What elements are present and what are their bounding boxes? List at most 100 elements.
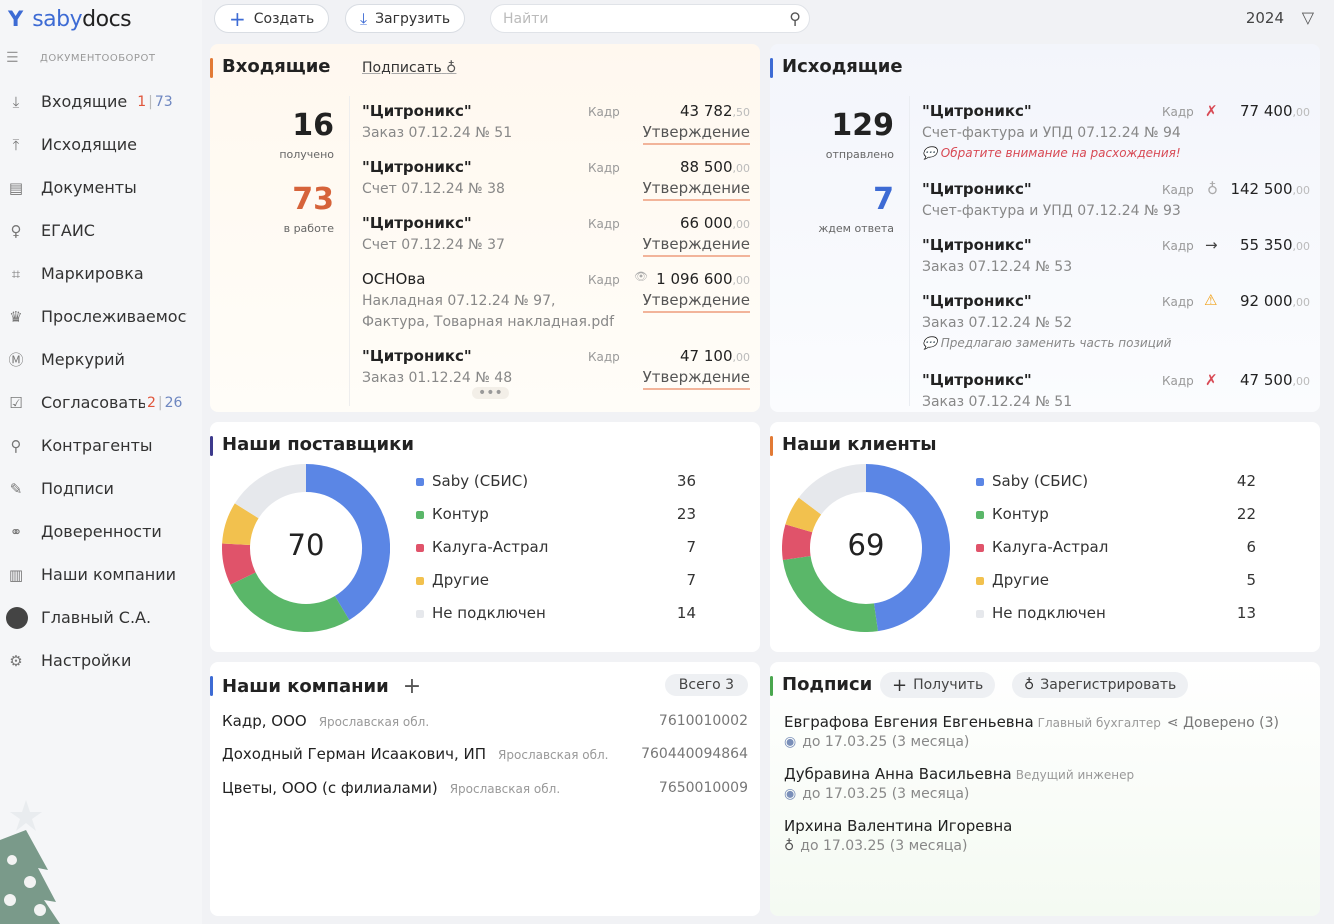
- signature-row[interactable]: Дубравина Анна Васильевна Ведущий инженер…: [784, 765, 1135, 802]
- outgoing-title[interactable]: Исходящие: [770, 56, 903, 78]
- companies-card: Наши компании + Всего 3 Кадр, ООО Ярославс…: [210, 662, 760, 916]
- suppliers-total: 70: [287, 528, 325, 562]
- legend-item[interactable]: Контур 23: [416, 505, 696, 525]
- upload-button[interactable]: ⤓ Загрузить: [345, 4, 466, 33]
- outgoing-row[interactable]: "Цитроникс" Счет-фактура и УПД 07.12.24 …: [922, 180, 1310, 219]
- suppliers-card: Наши поставщики 70 Saby (СБИС) 36 Контур 2…: [210, 422, 760, 652]
- outgoing-row[interactable]: "Цитроникс" Заказ 07.12.24 № 51 Кадр ✗ 4…: [922, 371, 1310, 410]
- clients-total: 69: [847, 528, 885, 562]
- legend-item[interactable]: Калуга-Астрал 6: [976, 538, 1256, 558]
- logo[interactable]: Y sabydocs: [8, 4, 132, 34]
- status-badge[interactable]: Утверждение: [642, 291, 750, 313]
- outgoing-row[interactable]: "Цитроникс" Заказ 07.12.24 № 53 Кадр → 5…: [922, 236, 1310, 275]
- status-badge[interactable]: Утверждение: [642, 123, 750, 145]
- add-company-button[interactable]: +: [402, 674, 422, 699]
- companies-title[interactable]: Наши компании +: [210, 674, 422, 699]
- status-badge[interactable]: Утверждение: [642, 179, 750, 201]
- certificate-icon: ♁: [784, 838, 795, 854]
- sent-count[interactable]: 129: [831, 108, 894, 143]
- menu-icon[interactable]: ☰: [6, 50, 20, 66]
- incoming-row[interactable]: "Цитроникс" Счет 07.12.24 № 37 Кадр 66 0…: [362, 214, 750, 268]
- sidebar-item-mercury[interactable]: Ⓜ Меркурий: [0, 338, 202, 381]
- sidebar-item-companies[interactable]: ▥ Наши компании: [0, 553, 202, 596]
- sign-link[interactable]: Подписать ♁: [362, 60, 457, 76]
- certificate-icon: ♁: [446, 60, 457, 76]
- filter-icon[interactable]: ▽: [1301, 8, 1314, 27]
- donut-segment[interactable]: [234, 464, 307, 519]
- donut-segment[interactable]: [305, 464, 390, 620]
- topbar: + Создать ⤓ Загрузить Найти ⚲ 2024 ▽: [202, 0, 1334, 40]
- received-count[interactable]: 16: [292, 108, 334, 143]
- sidebar-item-user[interactable]: Главный С.А.: [0, 596, 202, 639]
- suppliers-title[interactable]: Наши поставщики: [210, 434, 414, 456]
- search-input[interactable]: Найти ⚲: [490, 4, 810, 33]
- sidebar-item-documents[interactable]: ▤ Документы: [0, 166, 202, 209]
- sidebar-item-contractors[interactable]: ⚲ Контрагенты: [0, 424, 202, 467]
- year-selector[interactable]: 2024: [1245, 9, 1284, 27]
- search-icon[interactable]: ⚲: [789, 9, 801, 28]
- incoming-row[interactable]: ОСНОва Накладная 07.12.24 № 97, Фактура,…: [362, 270, 750, 330]
- sidebar-item-traceability[interactable]: ♛ Прослеживаемость: [0, 295, 202, 338]
- legend-item[interactable]: Калуга-Астрал 7: [416, 538, 696, 558]
- in-work-label: в работе: [283, 222, 334, 235]
- legend-item[interactable]: Другие 7: [416, 571, 696, 591]
- sidebar-item-incoming[interactable]: ⤓ Входящие 1 | 73: [0, 80, 202, 123]
- sidebar-item-settings[interactable]: ⚙ Настройки: [0, 639, 202, 682]
- share-icon: ⋖: [1166, 715, 1184, 731]
- legend-item[interactable]: Другие 5: [976, 571, 1256, 591]
- donut-segment[interactable]: [798, 464, 867, 515]
- status-badge[interactable]: Утверждение: [642, 368, 750, 390]
- signatures-title[interactable]: Подписи: [770, 674, 873, 696]
- company-row[interactable]: Доходный Герман Исаакович, ИП Ярославская…: [222, 745, 748, 763]
- signature-row[interactable]: Евграфова Евгения Евгеньевна Главный бухг…: [784, 713, 1279, 750]
- company-row[interactable]: Кадр, ООО Ярославская обл. 7610010002: [222, 712, 748, 730]
- donut-segment[interactable]: [785, 497, 822, 533]
- incoming-title[interactable]: Входящие: [210, 56, 331, 78]
- legend-item[interactable]: Контур 22: [976, 505, 1256, 525]
- incoming-card: Входящие Подписать ♁ 16 получено 73 в ра…: [210, 44, 760, 412]
- waiting-count[interactable]: 7: [873, 182, 894, 217]
- legend-item[interactable]: Не подключен 14: [416, 604, 696, 624]
- saby-logo-icon: Y: [8, 7, 24, 31]
- legend-item[interactable]: Saby (СБИС) 42: [976, 472, 1256, 492]
- donut-segment[interactable]: [222, 503, 259, 546]
- sidebar-item-outgoing[interactable]: ⤒ Исходящие: [0, 123, 202, 166]
- sidebar-item-powers[interactable]: ⚭ Доверенности: [0, 510, 202, 553]
- company-row[interactable]: Цветы, ООО (с филиалами) Ярославская обл.…: [222, 779, 748, 797]
- christmas-tree-icon: [0, 800, 60, 924]
- donut-segment[interactable]: [230, 571, 350, 632]
- donut-segment[interactable]: [782, 524, 813, 560]
- outgoing-row[interactable]: "Цитроникс" Заказ 07.12.24 № 52 Кадр ⚠ 9…: [922, 291, 1310, 350]
- comment-icon: 💬: [922, 336, 941, 350]
- outgoing-row[interactable]: "Цитроникс" Счет-фактура и УПД 07.12.24 …: [922, 102, 1310, 160]
- clients-title[interactable]: Наши клиенты: [770, 434, 937, 456]
- donut-segment[interactable]: [782, 555, 878, 632]
- register-signature-button[interactable]: ♁ Зарегистрировать: [1012, 672, 1189, 698]
- suppliers-donut-chart[interactable]: [222, 464, 390, 632]
- create-button[interactable]: + Создать: [214, 4, 330, 33]
- eagle-icon: ♛: [9, 307, 23, 326]
- download-icon: ⤓: [12, 92, 20, 111]
- incoming-row[interactable]: "Цитроникс" Счет 07.12.24 № 38 Кадр 88 5…: [362, 158, 750, 212]
- donut-segment[interactable]: [865, 464, 950, 632]
- sidebar-item-approve[interactable]: ☑ Согласовать 2 | 26: [0, 381, 202, 424]
- gear-icon: ⚙: [9, 651, 23, 670]
- more-icon[interactable]: •••: [472, 386, 509, 400]
- clients-donut-chart[interactable]: [782, 464, 950, 632]
- signature-row[interactable]: Ирхина Валентина Игоревна ♁ до 17.03.25 (…: [784, 817, 1013, 854]
- donut-segment[interactable]: [222, 543, 256, 585]
- status-badge[interactable]: Утверждение: [642, 235, 750, 257]
- sidebar-item-signatures[interactable]: ✎ Подписи: [0, 467, 202, 510]
- legend-item[interactable]: Saby (СБИС) 36: [416, 472, 696, 492]
- incoming-row[interactable]: "Цитроникс" Заказ 07.12.24 № 51 Кадр 43 …: [362, 102, 750, 156]
- in-work-count[interactable]: 73: [292, 182, 334, 217]
- legend-item[interactable]: Не подключен 13: [976, 604, 1256, 624]
- sidebar-item-egais[interactable]: ♀ ЕГАИС: [0, 209, 202, 252]
- building-icon: ▥: [8, 565, 24, 584]
- rejected-icon: ✗: [1205, 102, 1218, 120]
- logo-product: docs: [82, 6, 132, 32]
- incoming-row[interactable]: "Цитроникс" Заказ 01.12.24 № 48 Кадр 47 …: [362, 347, 750, 401]
- get-signature-button[interactable]: + Получить: [880, 672, 996, 698]
- mercury-icon: Ⓜ: [8, 351, 24, 369]
- sidebar-item-marking[interactable]: ⌗ Маркировка: [0, 252, 202, 295]
